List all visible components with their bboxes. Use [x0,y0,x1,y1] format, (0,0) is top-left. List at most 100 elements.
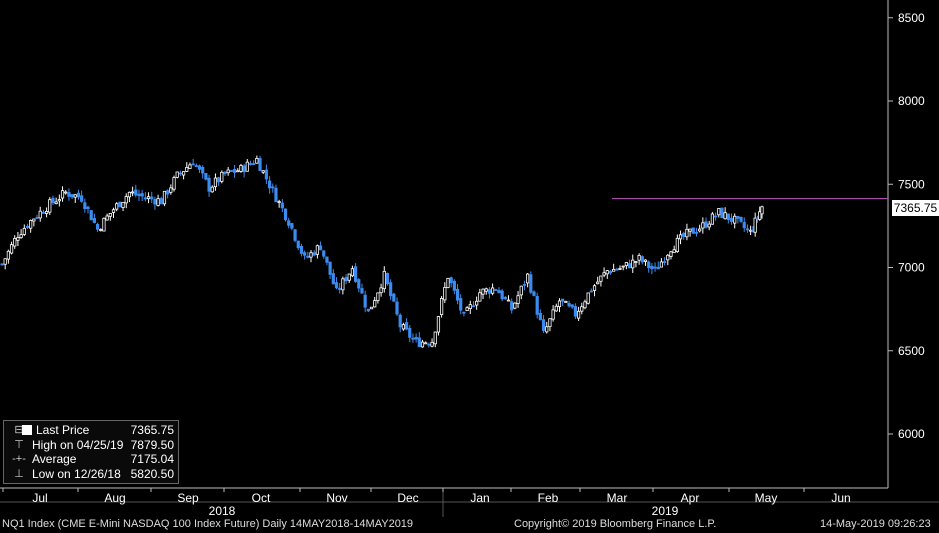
candle-body [675,237,679,253]
candle-body [369,306,374,310]
candle-body [631,259,635,269]
candle-body [373,300,377,308]
candle-body [538,313,542,321]
plot-frame [0,0,939,517]
candle-body [92,218,96,223]
candle-body [385,272,390,285]
candle-body [315,245,319,255]
candle-body [334,282,339,289]
candle-body [153,199,157,205]
candle-body [137,193,141,196]
candle-body [127,191,132,198]
legend-label: Low on 12/26/18 [32,467,121,481]
x-tick-label: Mar [607,491,628,505]
candle-body [309,252,313,258]
candle-body [159,198,163,205]
candle-body [328,261,332,275]
candle-body [455,288,460,301]
candle-body [395,301,399,315]
candle-body [95,223,100,230]
candle-body [150,196,154,200]
candle-body [172,177,176,190]
candle-body [248,163,253,165]
candle-body [494,289,498,291]
candle-body [32,218,36,222]
candle-body [25,225,30,228]
candle-body [433,331,437,345]
x-tick-label: Sep [177,491,199,505]
y-tick-label: 8500 [898,11,925,25]
candle-body [742,222,746,229]
candle-body [398,314,402,328]
candle-body [704,221,708,228]
candle-body [86,206,90,210]
candle-body [363,294,367,308]
candle-body [701,222,705,229]
legend-item-average: -+- Average 7175.04 [4,452,178,466]
candle-body [599,275,603,282]
candle-body [729,217,734,222]
candle-body [672,249,676,253]
candle-body [449,277,453,284]
candle-body [51,197,55,203]
candle-body [13,238,17,247]
legend-item-high: ⊤ High on 04/25/19 7879.50 [4,438,178,452]
candle-body [338,287,342,290]
candle-body [392,293,396,302]
candle-body [688,228,692,232]
candle-body [707,223,711,228]
candle-body [404,322,409,330]
y-tick-label: 6500 [898,344,925,358]
candle-body [140,193,144,197]
candle-body [468,304,472,310]
y-tick-label: 8000 [898,94,925,108]
candle-body [576,310,581,319]
candle-body [698,228,702,232]
legend-item-low: ⊥ Low on 12/26/18 5820.50 [4,467,178,481]
candle-body [659,261,664,268]
candle-body [506,299,511,302]
x-axis: Jul Aug Sep Oct Nov Dec Jan Feb Mar Apr May Jun 2018… [2,488,851,518]
candle-body [9,244,14,254]
footer-timestamp: 14-May-2019 09:26:23 [820,518,931,530]
candle-body [223,171,227,175]
candle-body [389,282,393,297]
x-tick-label: May [755,491,778,505]
candle-body [57,199,61,202]
candle-body [306,255,310,258]
candle-body [99,229,103,231]
candle-body [175,171,179,178]
candle-body [490,287,495,294]
candle-body [350,268,355,277]
x-tick-label: Jul [32,491,47,505]
candle-body [220,171,224,182]
candle-body [181,171,186,176]
candle-body [554,305,558,312]
candle-body [245,161,249,172]
candle-body [739,216,743,222]
candle-body [497,290,501,294]
candle-body [602,272,606,276]
candle-body [452,280,456,291]
candle-body [156,198,160,206]
candle-body [608,270,613,274]
year-label: 2019 [652,504,679,518]
candle-body [19,234,23,239]
candle-body [226,169,230,174]
candle-body [535,295,539,315]
candle-body [567,302,571,307]
candle-body [54,201,58,205]
candle-body [197,165,202,170]
expand-icon[interactable]: ⊟ [14,424,24,436]
candle-body [121,201,125,209]
average-marker-icon: -+- [12,453,26,465]
candle-body [643,259,648,262]
candle-body [29,220,33,229]
candle-body [22,227,26,235]
candle-body [471,305,476,308]
candle-body [462,311,466,314]
candle-body [188,164,192,169]
candle-body [736,216,740,219]
legend-value: 7879.50 [130,438,174,452]
x-tick-label: Nov [326,491,347,505]
